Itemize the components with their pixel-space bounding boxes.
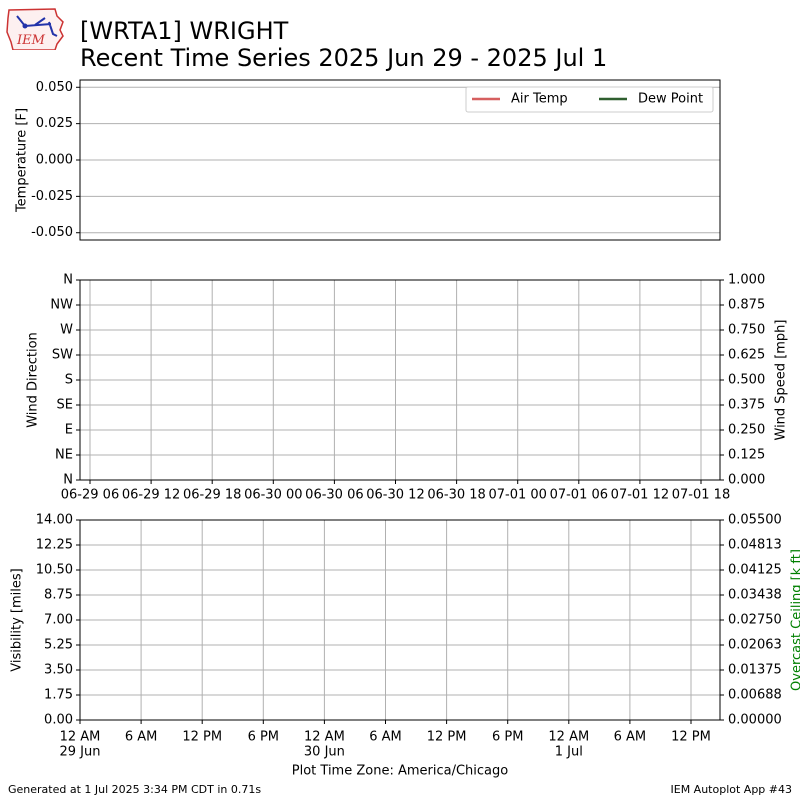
temp-ytick-label: -0.050 (31, 225, 73, 240)
wind-axes-frame (79, 279, 721, 481)
vis-tick-label: 10.50 (36, 563, 73, 578)
vis-tick-label: 12.25 (36, 538, 73, 553)
ceiling-tick-label: 0.05500 (728, 513, 782, 528)
vis-xtick-label: 6 PM (492, 730, 523, 745)
legend-box (465, 86, 714, 113)
wind-xtick-label: 07-01 06 (550, 488, 608, 503)
ceiling-tick-label: 0.04813 (728, 538, 782, 553)
wind-xtick-label: 06-30 12 (366, 488, 424, 503)
temp-ytick-label: -0.025 (31, 189, 73, 204)
vis-tick-label: 0.00 (44, 713, 73, 728)
wind-dir-tick-label: E (65, 423, 73, 438)
vis-xtick-date-label: 29 Jun (60, 745, 101, 760)
wind-dir-tick-label: SE (57, 398, 73, 413)
vis-xtick-date-label: 1 Jul (555, 745, 583, 760)
generated-footer: Generated at 1 Jul 2025 3:34 PM CDT in 0… (8, 783, 262, 796)
wind-speed-tick-label: 0.750 (728, 323, 765, 338)
temp-axes-frame (79, 79, 721, 241)
wind-xtick-label: 06-30 18 (427, 488, 485, 503)
vis-tick-label: 3.50 (44, 663, 73, 678)
ceiling-tick-label: 0.00000 (728, 713, 782, 728)
wind-dir-tick-label: NE (55, 448, 73, 463)
vis-xtick-label: 6 AM (369, 730, 402, 745)
legend-dew-point-label: Dew Point (638, 92, 703, 107)
vis-tick-label: 1.75 (44, 688, 73, 703)
wind-speed-tick-label: 0.625 (728, 348, 765, 363)
vis-tick-label: 14.00 (36, 513, 73, 528)
wind-xtick-label: 06-29 12 (122, 488, 180, 503)
iowa-outline-shape (6, 8, 64, 50)
vis-xtick-label: 6 PM (248, 730, 279, 745)
vis-xtick-label: 12 PM (427, 730, 467, 745)
vis-ylabel: Visibility [miles] (10, 568, 25, 671)
wind-dir-tick-label: W (60, 323, 73, 338)
ceiling-tick-label: 0.02750 (728, 613, 782, 628)
wind-dir-tick-label: N (63, 473, 73, 488)
wind-dir-tick-label: SW (52, 348, 73, 363)
chart-title-station: [WRTA1] WRIGHT (80, 17, 289, 45)
wind-dir-ylabel: Wind Direction (26, 332, 41, 428)
wind-dir-tick-label: N (63, 273, 73, 288)
vis-xtick-label: 6 AM (125, 730, 158, 745)
wind-xtick-label: 06-29 18 (183, 488, 241, 503)
ceiling-tick-label: 0.02063 (728, 638, 782, 653)
ceiling-tick-label: 0.00688 (728, 688, 782, 703)
vis-xtick-label: 12 PM (671, 730, 711, 745)
wind-xtick-label: 06-30 00 (244, 488, 302, 503)
wind-speed-ylabel: Wind Speed [mph] (774, 320, 789, 441)
wind-speed-tick-label: 0.000 (728, 473, 765, 488)
iem-logo: IEM (6, 8, 64, 50)
wind-speed-tick-label: 0.500 (728, 373, 765, 388)
temp-ytick-label: 0.025 (36, 116, 73, 131)
wind-speed-tick-label: 0.250 (728, 423, 765, 438)
vis-xtick-date-label: 30 Jun (304, 745, 345, 760)
wind-xtick-label: 07-01 00 (488, 488, 546, 503)
vis-xtick-label: 6 AM (614, 730, 647, 745)
wind-speed-tick-label: 1.000 (728, 273, 765, 288)
vis-tick-label: 5.25 (44, 638, 73, 653)
wind-xtick-label: 06-30 06 (305, 488, 363, 503)
wind-dir-tick-label: NW (50, 298, 73, 313)
ceiling-tick-label: 0.04125 (728, 563, 782, 578)
vis-xtick-label: 12 AM (304, 730, 345, 745)
wind-xtick-label: 07-01 18 (672, 488, 730, 503)
ceiling-tick-label: 0.03438 (728, 588, 782, 603)
temp-ytick-label: 0.050 (36, 80, 73, 95)
vis-xtick-label: 12 AM (548, 730, 589, 745)
temp-ytick-label: 0.000 (36, 153, 73, 168)
vis-xlabel: Plot Time Zone: America/Chicago (292, 764, 508, 779)
legend-air-temp-label: Air Temp (511, 92, 568, 107)
temp-ylabel: Temperature [F] (15, 108, 30, 213)
station-dot-icon (22, 23, 28, 29)
ceiling-ylabel: Overcast Ceiling [k ft] (790, 549, 800, 691)
vis-xtick-label: 12 AM (60, 730, 101, 745)
chart-title-range: Recent Time Series 2025 Jun 29 - 2025 Ju… (80, 44, 608, 72)
vis-xtick-label: 12 PM (182, 730, 222, 745)
wind-speed-tick-label: 0.125 (728, 448, 765, 463)
wind-speed-tick-label: 0.875 (728, 298, 765, 313)
wind-xtick-label: 06-29 06 (61, 488, 119, 503)
wind-xtick-label: 07-01 12 (611, 488, 669, 503)
ceiling-tick-label: 0.01375 (728, 663, 782, 678)
vis-tick-label: 8.75 (44, 588, 73, 603)
vis-tick-label: 7.00 (44, 613, 73, 628)
logo-text: IEM (16, 33, 46, 48)
wind-dir-tick-label: S (65, 373, 73, 388)
wind-speed-tick-label: 0.375 (728, 398, 765, 413)
vis-axes-frame (79, 519, 721, 721)
app-footer: IEM Autoplot App #43 (670, 783, 793, 796)
